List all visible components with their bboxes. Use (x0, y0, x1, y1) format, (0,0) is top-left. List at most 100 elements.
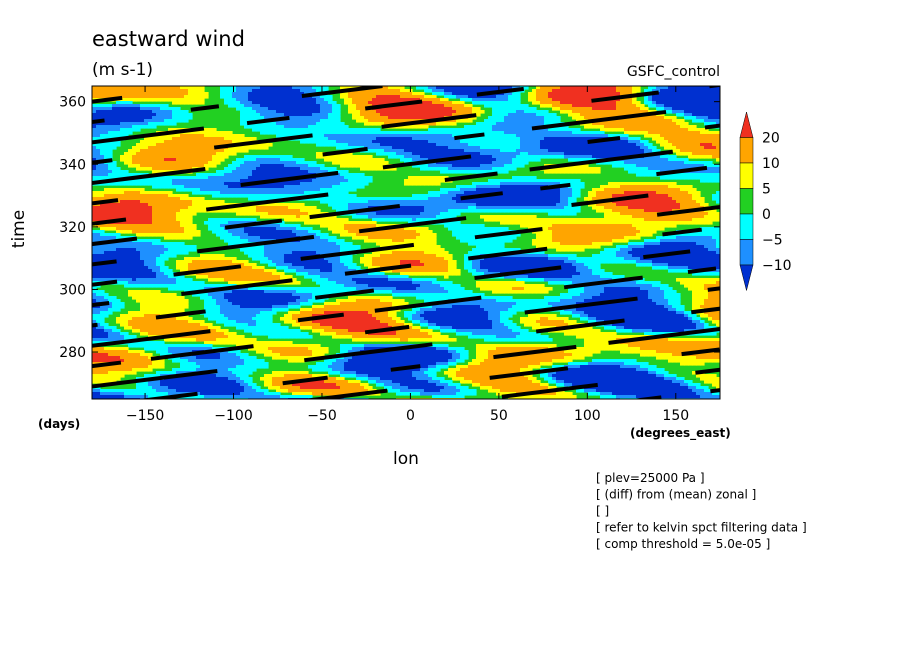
heatmap-cell (536, 92, 541, 96)
heatmap-cell (312, 89, 317, 93)
heatmap-cell (652, 191, 657, 195)
heatmap-cell (692, 131, 697, 135)
heatmap-cell (600, 113, 605, 117)
heatmap-cell (368, 116, 373, 120)
heatmap-cell (400, 143, 405, 147)
heatmap-cell (388, 149, 393, 153)
heatmap-cell (344, 191, 349, 195)
heatmap-cell (280, 191, 285, 195)
heatmap-cell (216, 173, 221, 177)
heatmap-cell (260, 116, 265, 120)
heatmap-cell (356, 164, 361, 168)
heatmap-cell (712, 179, 717, 183)
heatmap-cell (540, 194, 545, 198)
heatmap-cell (200, 158, 205, 162)
heatmap-cell (116, 188, 121, 192)
heatmap-cell (512, 164, 517, 168)
heatmap-cell (416, 149, 421, 153)
heatmap-cell (328, 116, 333, 120)
heatmap-cell (188, 200, 193, 204)
heatmap-cell (160, 155, 165, 159)
heatmap-cell (216, 191, 221, 195)
heatmap-cell (196, 86, 201, 90)
heatmap-cell (584, 92, 589, 96)
heatmap-cell (348, 134, 353, 138)
heatmap-cell (276, 161, 281, 165)
heatmap-cell (480, 101, 485, 105)
heatmap-cell (344, 152, 349, 156)
heatmap-cell (540, 179, 545, 183)
heatmap-cell (476, 113, 481, 117)
heatmap-cell (288, 167, 293, 171)
heatmap-cell (336, 110, 341, 114)
heatmap-cell (496, 155, 501, 159)
heatmap-cell (696, 164, 701, 168)
heatmap-cell (484, 143, 489, 147)
heatmap-cell (660, 140, 665, 144)
heatmap-cell (716, 173, 720, 177)
heatmap-cell (692, 155, 697, 159)
heatmap-cell (584, 164, 589, 168)
heatmap-cell (476, 143, 481, 147)
heatmap-cell (552, 179, 557, 183)
heatmap-cell (228, 188, 233, 192)
heatmap-cell (428, 86, 433, 90)
heatmap-cell (312, 182, 317, 186)
heatmap-cell (312, 191, 317, 195)
heatmap-cell (392, 155, 397, 159)
heatmap-cell (616, 98, 621, 102)
heatmap-cell (480, 128, 485, 132)
heatmap-cell (628, 161, 633, 165)
heatmap-cell (456, 152, 461, 156)
heatmap-cell (284, 128, 289, 132)
heatmap-cell (560, 86, 565, 90)
heatmap-cell (284, 86, 289, 90)
heatmap-cell (548, 104, 553, 108)
heatmap-cell (692, 116, 697, 120)
heatmap-cell (444, 107, 449, 111)
heatmap-cell (272, 113, 277, 117)
heatmap-cell (268, 167, 273, 171)
heatmap-cell (588, 92, 593, 96)
heatmap-cell (496, 110, 501, 114)
heatmap-cell (544, 128, 549, 132)
heatmap-cell (292, 92, 297, 96)
heatmap-cell (272, 86, 277, 90)
heatmap-cell (488, 149, 493, 153)
heatmap-cell (604, 134, 609, 138)
heatmap-cell (112, 167, 117, 171)
heatmap-cell (472, 143, 477, 147)
heatmap-cell (276, 92, 281, 96)
heatmap-cell (608, 122, 613, 126)
heatmap-cell (612, 89, 617, 93)
heatmap-cell (584, 107, 589, 111)
heatmap-cell (420, 110, 425, 114)
heatmap-cell (516, 143, 521, 147)
heatmap-cell (360, 164, 365, 168)
heatmap-cell (136, 200, 141, 204)
heatmap-cell (268, 131, 273, 135)
heatmap-cell (668, 188, 673, 192)
heatmap-cell (512, 161, 517, 165)
heatmap-cell (296, 110, 301, 114)
heatmap-cell (172, 149, 177, 153)
heatmap-cell (104, 173, 109, 177)
heatmap-cell (608, 104, 613, 108)
heatmap-cell (340, 146, 345, 150)
heatmap-cell (672, 167, 677, 171)
heatmap-cell (660, 92, 665, 96)
heatmap-cell (552, 116, 557, 120)
heatmap-cell (132, 98, 137, 102)
heatmap-cell (192, 197, 197, 201)
heatmap-cell (108, 167, 113, 171)
heatmap-cell (376, 143, 381, 147)
heatmap-cell (156, 191, 161, 195)
heatmap-cell (484, 146, 489, 150)
heatmap-cell (640, 125, 645, 129)
heatmap-cell (532, 185, 537, 189)
heatmap-cell (492, 167, 497, 171)
heatmap-cell (292, 131, 297, 135)
heatmap-cell (520, 152, 525, 156)
heatmap-cell (404, 92, 409, 96)
